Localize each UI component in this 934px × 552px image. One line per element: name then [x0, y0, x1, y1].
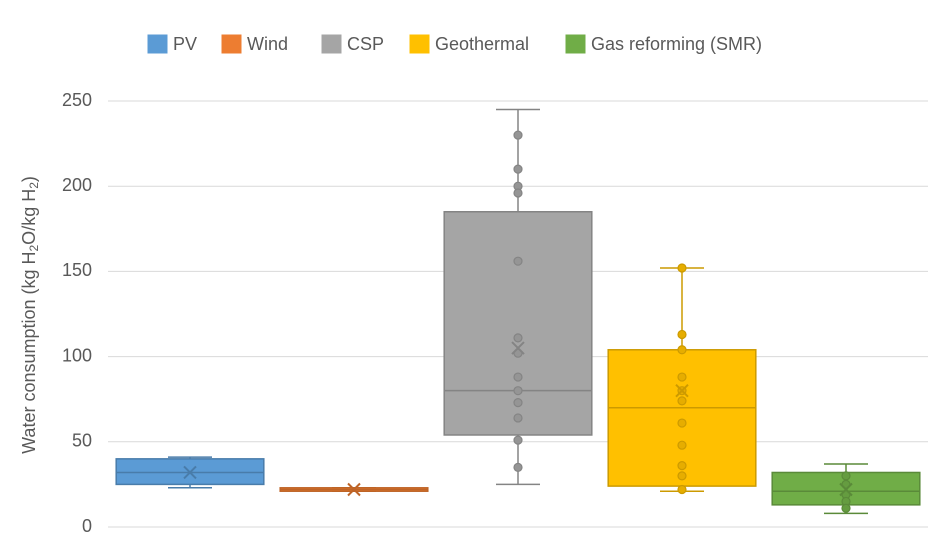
- y-tick-label: 250: [62, 90, 92, 110]
- point: [677, 440, 687, 450]
- y-label-part: O/kg H: [19, 189, 39, 245]
- mean-marker: [675, 383, 689, 398]
- y-tick-label: 50: [72, 431, 92, 451]
- legend-label: PV: [173, 34, 197, 54]
- mean-marker: [183, 465, 197, 480]
- point: [841, 471, 851, 481]
- mean-marker: [511, 341, 525, 355]
- y-label-sub: 2: [27, 182, 41, 189]
- legend-swatch: [409, 34, 430, 54]
- box: [443, 211, 593, 436]
- point: [677, 372, 687, 382]
- point: [513, 256, 523, 266]
- legend-swatch: [221, 34, 242, 54]
- legend-label: Wind: [247, 34, 288, 54]
- point: [513, 386, 523, 396]
- legend-swatch: [147, 34, 168, 54]
- point: [513, 333, 523, 343]
- point: [677, 418, 687, 428]
- point: [513, 372, 523, 382]
- point: [513, 130, 523, 140]
- point: [513, 413, 523, 423]
- y-label-part: ): [19, 176, 39, 182]
- y-tick-label: 100: [62, 345, 92, 365]
- point: [513, 164, 523, 174]
- point: [677, 461, 687, 471]
- point: [513, 188, 523, 198]
- legend-label: CSP: [347, 34, 384, 54]
- point: [677, 484, 687, 495]
- point: [677, 396, 687, 406]
- point: [513, 398, 523, 408]
- y-tick-label: 200: [62, 175, 92, 195]
- point: [513, 435, 523, 445]
- y-label-sub: 2: [27, 244, 41, 251]
- legend-swatch: [565, 34, 586, 54]
- point: [677, 345, 687, 355]
- y-tick-label: 150: [62, 260, 92, 280]
- point: [841, 503, 851, 513]
- point: [677, 471, 687, 481]
- point: [677, 329, 687, 340]
- point: [513, 462, 523, 472]
- legend-swatch: [321, 34, 342, 54]
- y-label-part: Water consumption (kg H: [19, 251, 39, 453]
- legend-label: Gas reforming (SMR): [591, 34, 762, 54]
- y-axis-label: Water consumption (kg H2O/kg H2): [19, 176, 41, 454]
- y-tick-label: 0: [82, 516, 92, 536]
- mean-marker: [347, 482, 361, 497]
- legend-label: Geothermal: [435, 34, 529, 54]
- point: [677, 263, 687, 273]
- mean-marker: [839, 482, 853, 497]
